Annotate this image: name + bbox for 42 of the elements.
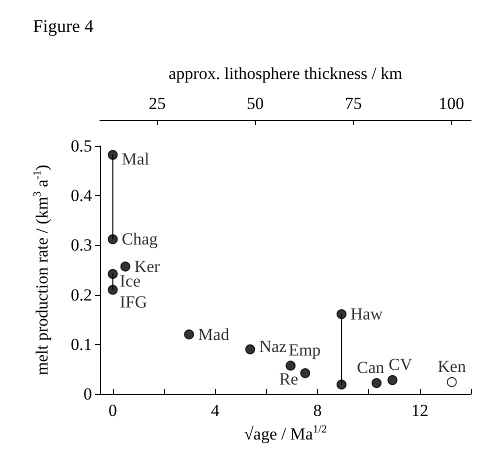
point (184, 329, 194, 340)
x2-tick-label: 100 (438, 94, 464, 113)
point (336, 309, 347, 320)
x2-tick-label: 25 (148, 94, 166, 113)
point (108, 234, 118, 244)
annotation: Ken (438, 357, 466, 376)
annotation: Emp (288, 340, 321, 360)
annotation: Mal (122, 149, 150, 168)
point (108, 284, 118, 295)
point (446, 377, 457, 388)
point (286, 360, 296, 371)
annotation: Chag (122, 230, 158, 249)
annotation: Naz (259, 336, 288, 356)
x-tick-label: 12 (411, 401, 428, 420)
point (108, 268, 118, 279)
y-tick-label: 0.4 (70, 186, 92, 206)
point (372, 378, 382, 388)
y-tick-label: 0.3 (70, 236, 92, 255)
x2-tick-label: 75 (344, 94, 362, 113)
annotation: IFG (120, 292, 148, 312)
x2-tick-label: 50 (246, 94, 264, 113)
annotation: CV (388, 355, 413, 374)
x-tick-label: 0 (108, 401, 118, 420)
x2-axis-title: approx. lithosphere thickness / km (168, 64, 402, 83)
point (336, 380, 347, 390)
y-tick-label: 0.2 (70, 285, 92, 304)
x-tick-label: 4 (210, 401, 220, 420)
y-tick-label: 0 (84, 384, 92, 404)
annotation: Haw (350, 304, 384, 324)
x-tick-label: 8 (313, 401, 322, 420)
point (108, 150, 118, 160)
annotation: Can (356, 358, 385, 378)
y-tick-label: 0.5 (70, 136, 92, 156)
point (300, 368, 310, 378)
chart-title: Figure 4 (33, 16, 94, 36)
point (120, 262, 130, 272)
annotation: Re (279, 370, 298, 389)
point (245, 344, 256, 354)
y-tick-label: 0.1 (70, 334, 92, 354)
point (387, 375, 398, 386)
annotation: Mad (198, 324, 230, 344)
y-axis-title: melt production rate / (km3 a-1) (32, 164, 52, 376)
